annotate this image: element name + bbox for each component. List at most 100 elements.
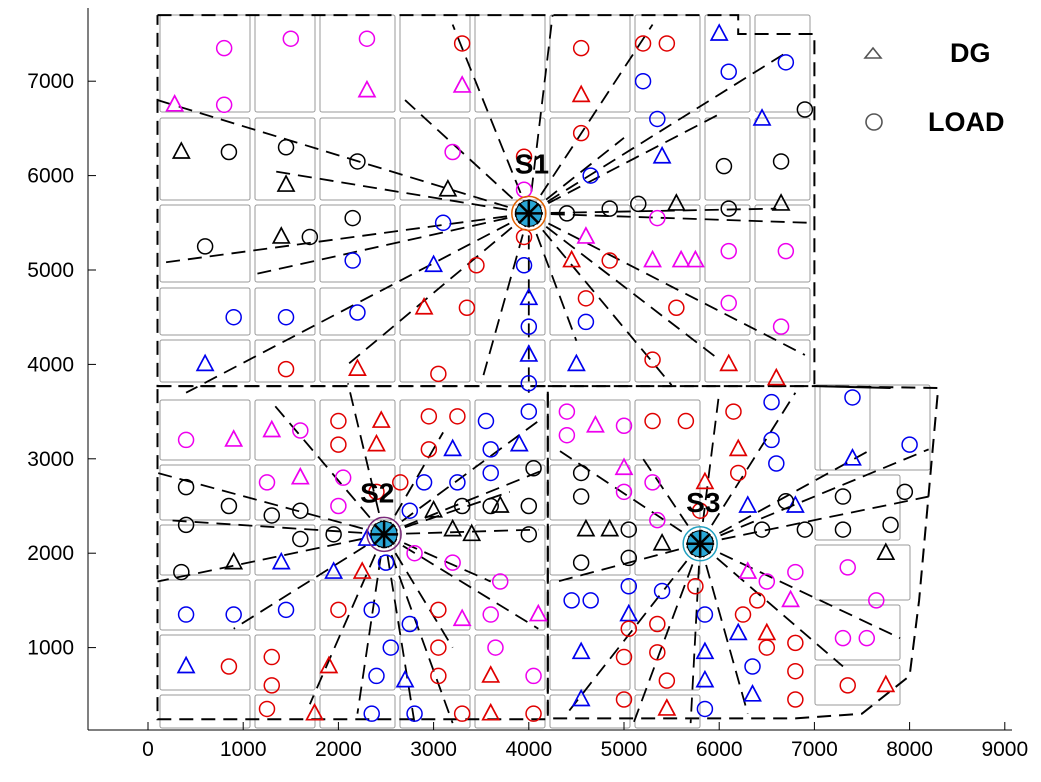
load-marker <box>430 667 447 685</box>
dg-marker <box>481 702 501 721</box>
load-marker <box>620 620 638 637</box>
substation-label: S3 <box>686 487 720 518</box>
load-marker <box>772 153 790 170</box>
parcel-block <box>399 399 471 461</box>
dg-marker <box>348 358 367 376</box>
parcel-block <box>634 694 701 729</box>
parcel-block <box>754 117 811 201</box>
load-marker <box>720 63 737 81</box>
feeder-line <box>527 15 554 214</box>
load-marker <box>558 403 576 420</box>
feeder-line <box>157 212 529 265</box>
load-marker <box>868 592 885 609</box>
load-marker <box>649 644 666 661</box>
load-marker <box>658 35 676 52</box>
dg-marker <box>395 669 415 688</box>
load-marker <box>520 318 538 335</box>
feeder-line <box>699 392 721 544</box>
feeder-line <box>528 113 720 215</box>
parcel-block <box>474 339 546 383</box>
feeder-line <box>528 212 806 356</box>
parcel-block <box>474 399 546 461</box>
load-marker <box>449 474 466 491</box>
parcel-block <box>319 117 396 201</box>
load-marker <box>292 502 309 519</box>
load-marker <box>525 667 542 685</box>
load-marker <box>482 441 499 458</box>
load-marker <box>330 412 347 430</box>
parcel-block <box>254 579 316 631</box>
parcel-block <box>474 694 546 729</box>
feeder-line <box>699 392 797 545</box>
parcel-block <box>159 399 251 461</box>
parcel-block <box>399 464 471 521</box>
load-marker <box>220 658 238 675</box>
dg-marker <box>443 518 463 537</box>
parcel-block <box>159 524 251 576</box>
feeder-line <box>528 207 777 215</box>
parcel-block <box>254 399 316 461</box>
load-marker <box>630 195 647 213</box>
load-marker <box>420 441 438 458</box>
x-tick-label: 9000 <box>981 738 1028 761</box>
x-tick-label: 1000 <box>220 738 267 761</box>
parcel-block <box>399 287 471 336</box>
y-tick-label: 2000 <box>27 542 74 565</box>
dg-marker <box>452 608 472 627</box>
zone-boundaries <box>156 14 940 721</box>
substation-label: S2 <box>360 477 394 508</box>
dg-marker <box>443 438 463 457</box>
load-marker <box>615 648 633 666</box>
load-marker <box>839 559 856 576</box>
parcel-block <box>399 117 471 201</box>
feeder-line <box>383 420 539 536</box>
load-marker <box>796 101 814 118</box>
load-marker <box>601 200 618 217</box>
dg-marker <box>728 622 748 641</box>
axes: 0 1000 2000 3000 4000 5000 6000 7000 8000 9000 100… <box>27 8 1028 761</box>
load-marker <box>482 464 499 482</box>
load-marker <box>572 124 590 142</box>
load-marker <box>787 662 804 680</box>
parcel-block <box>634 287 701 336</box>
load-marker <box>572 39 590 57</box>
dg-marker <box>728 438 748 457</box>
y-tick-label: 1000 <box>27 637 74 660</box>
parcel-block <box>319 524 396 576</box>
parcel-block <box>704 204 751 283</box>
load-marker <box>330 497 347 515</box>
load-marker <box>858 629 876 647</box>
parcel-block <box>634 14 701 113</box>
load-marker <box>787 691 804 708</box>
dg-marker <box>652 145 672 164</box>
load-marker <box>344 252 361 269</box>
dg-marker <box>262 419 282 438</box>
load-marker <box>406 705 423 722</box>
substation-ring <box>511 195 547 232</box>
load-marker <box>449 408 466 425</box>
load-marker <box>368 667 385 685</box>
load-marker <box>758 573 776 590</box>
dg-marker <box>165 93 185 112</box>
feeder-line <box>699 448 872 545</box>
load-marker <box>368 483 385 501</box>
load-marker <box>263 648 281 666</box>
load-marker <box>220 143 238 161</box>
feeder-line <box>157 533 385 583</box>
load-marker <box>363 705 380 722</box>
substation-star <box>689 532 711 555</box>
load-marker <box>796 521 814 538</box>
parcel-block <box>254 634 316 691</box>
feeder-line <box>480 213 530 384</box>
load-marker <box>349 153 366 170</box>
dg-marker <box>785 495 805 513</box>
feeder-line <box>347 383 385 535</box>
parcel-block <box>634 464 701 521</box>
dg-marker <box>600 518 620 537</box>
load-marker <box>734 606 752 623</box>
feeder-line <box>185 212 530 394</box>
dg-marker <box>657 698 677 716</box>
load-marker <box>453 35 471 52</box>
dg-marker <box>528 603 548 622</box>
load-marker <box>444 554 461 571</box>
